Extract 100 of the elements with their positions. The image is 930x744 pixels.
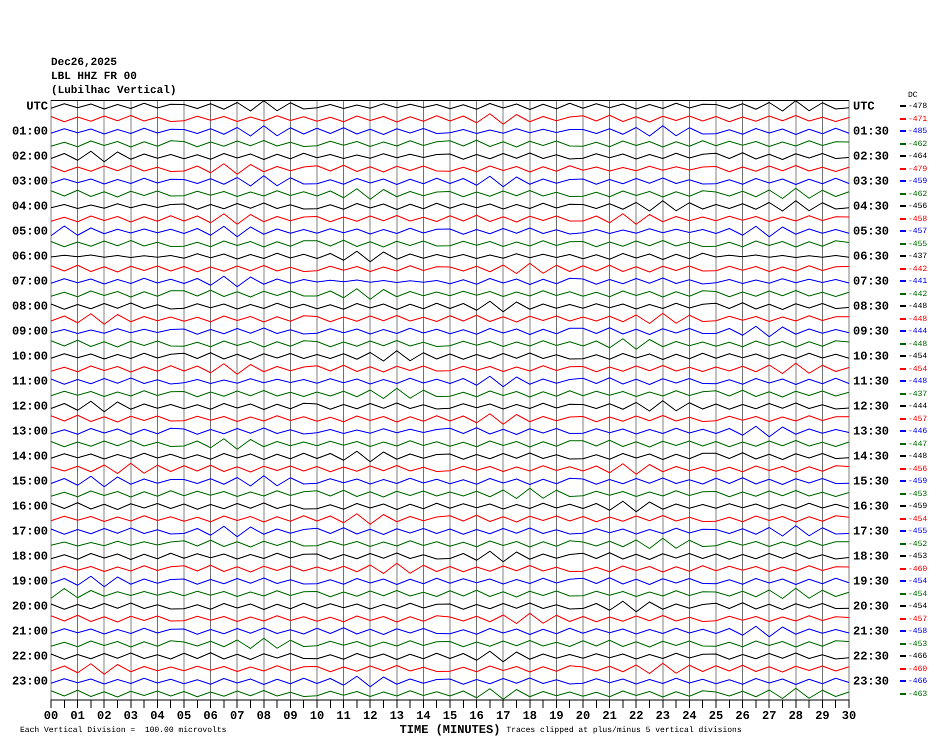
x-tick-label: 10 [310, 709, 324, 724]
y2-tick-label: 08:30 [853, 299, 890, 314]
y2-tick-label: 18:30 [853, 549, 890, 564]
y-tick-label: 13:00 [12, 424, 48, 438]
y-tick-label: 01:00 [12, 124, 48, 138]
y2-tick-label: 19:30 [853, 574, 890, 588]
legend-label: -459 [908, 177, 928, 186]
y2-tick-label: 14:30 [853, 449, 890, 464]
legend-label: -452 [908, 540, 928, 550]
x-tick-label: 02 [96, 709, 112, 724]
x-tick-label: 08 [256, 709, 272, 724]
x-tick-label: 19 [549, 709, 564, 724]
legend-label: -441 [908, 277, 928, 286]
x-tick-label: 04 [150, 709, 165, 724]
chart-title: Dec26,2025 [51, 56, 118, 69]
y-tick-label: 22:00 [12, 649, 48, 664]
x-tick-label: 17 [496, 709, 510, 724]
y-tick-label: 09:00 [12, 324, 48, 338]
y-tick-label: 11:00 [12, 374, 48, 388]
y2-tick-label: 01:30 [853, 124, 890, 138]
y-tick-label: 05:00 [12, 224, 48, 238]
y2-tick-label: 16:30 [853, 499, 890, 514]
legend-label: -460 [908, 565, 928, 574]
legend-label: -448 [908, 377, 928, 386]
legend-label: -447 [908, 440, 928, 450]
legend-label: -478 [908, 102, 928, 112]
x-tick-label: 05 [176, 709, 192, 724]
y2-tick-label: UTC [853, 99, 875, 114]
legend-label: -448 [908, 315, 928, 324]
legend-label: -437 [908, 390, 928, 400]
legend-label: -454 [908, 365, 928, 374]
x-tick-label: 20 [576, 709, 590, 724]
y2-tick-label: 15:30 [853, 474, 890, 488]
x-tick-label: 23 [656, 709, 670, 724]
legend-label: -453 [908, 490, 928, 500]
y-tick-label: 16:00 [12, 499, 48, 514]
x-axis-title: TIME (MINUTES) [400, 723, 500, 738]
legend-title: DC [908, 91, 918, 100]
y2-tick-label: 02:30 [853, 149, 890, 164]
x-tick-label: 21 [602, 709, 617, 724]
legend-label: -466 [908, 677, 928, 686]
legend-label: -437 [908, 252, 928, 262]
legend-label: -471 [908, 115, 928, 124]
y2-tick-label: 20:30 [853, 599, 890, 614]
y2-tick-label: 09:30 [853, 324, 890, 338]
legend-label: -454 [908, 602, 928, 612]
legend-label: -448 [908, 302, 928, 312]
x-tick-label: 09 [283, 709, 298, 724]
legend-label: -479 [908, 165, 928, 174]
y2-tick-label: 17:30 [853, 524, 890, 538]
legend-label: -460 [908, 665, 928, 674]
x-tick-label: 22 [628, 709, 644, 724]
y-tick-label: 19:00 [12, 574, 48, 588]
text: Each Vertical Division = 100.00 microvolts [20, 726, 227, 736]
legend-label: -444 [908, 327, 928, 336]
y2-tick-label: 21:30 [853, 624, 890, 638]
x-tick-label: 11 [336, 709, 351, 724]
legend-label: -454 [908, 577, 928, 586]
x-tick-label: 25 [708, 709, 724, 724]
legend-label: -459 [908, 477, 928, 486]
legend-label: -458 [908, 627, 928, 636]
y-tick-label: 08:00 [12, 299, 48, 314]
legend-label: -448 [908, 452, 928, 462]
y2-tick-label: 07:30 [853, 274, 890, 288]
legend-label: -448 [908, 340, 928, 350]
y-tick-label: 15:00 [12, 474, 48, 488]
y-tick-label: 17:00 [12, 524, 48, 538]
x-tick-label: 29 [815, 709, 830, 724]
legend-label: -457 [908, 615, 928, 624]
y-tick-label: UTC [26, 99, 48, 114]
x-tick-label: 01 [70, 709, 85, 724]
x-tick-label: 26 [735, 709, 750, 724]
y-tick-label: 04:00 [12, 199, 48, 214]
y2-tick-label: 05:30 [853, 224, 890, 238]
y2-tick-label: 23:30 [853, 674, 890, 688]
y-tick-label: 14:00 [12, 449, 48, 464]
legend-label: -442 [908, 290, 928, 300]
legend-label: -454 [908, 590, 928, 600]
legend-label: -456 [908, 465, 928, 474]
y-tick-label: 07:00 [12, 274, 48, 288]
x-tick-label: 07 [230, 709, 244, 724]
y2-tick-label: 04:30 [853, 199, 890, 214]
x-tick-label: 03 [124, 709, 138, 724]
legend-label: -457 [908, 227, 928, 236]
y-tick-label: 18:00 [12, 549, 48, 564]
x-tick-label: 18 [522, 709, 538, 724]
legend-label: -454 [908, 352, 928, 362]
legend-label: -446 [908, 427, 928, 436]
legend-label: -485 [908, 127, 928, 136]
legend-label: -458 [908, 215, 928, 224]
legend-label: -453 [908, 640, 928, 650]
legend-label: -455 [908, 527, 928, 536]
x-tick-label: 06 [203, 709, 218, 724]
y2-tick-label: 22:30 [853, 649, 890, 664]
y2-tick-label: 12:30 [853, 399, 890, 414]
x-tick-label: 16 [469, 709, 484, 724]
legend-label: -442 [908, 265, 928, 274]
legend-label: -454 [908, 515, 928, 524]
y2-tick-label: 11:30 [853, 374, 890, 388]
x-tick-label: 13 [390, 709, 404, 724]
